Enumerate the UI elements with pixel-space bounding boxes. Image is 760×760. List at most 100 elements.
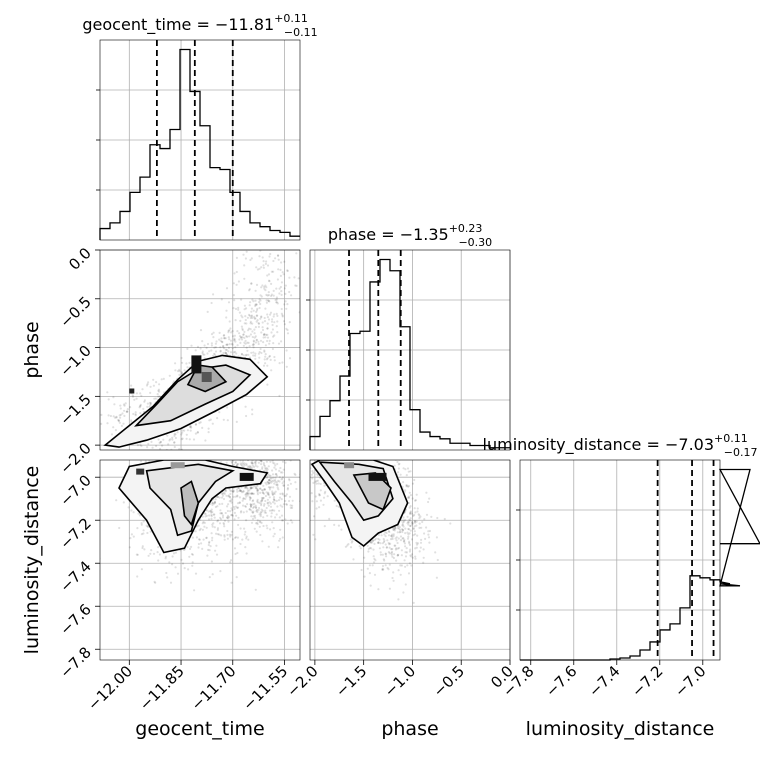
scatter-point bbox=[180, 371, 183, 374]
scatter-point bbox=[345, 453, 347, 455]
scatter-point bbox=[264, 466, 267, 470]
scatter-point bbox=[131, 395, 135, 398]
scatter-point bbox=[192, 438, 196, 441]
scatter-point bbox=[286, 522, 289, 525]
scatter-point bbox=[139, 404, 142, 407]
scatter-point bbox=[262, 364, 266, 367]
scatter-point bbox=[295, 487, 298, 491]
scatter-point bbox=[425, 526, 428, 529]
scatter-point bbox=[160, 453, 162, 455]
scatter-point bbox=[275, 287, 278, 290]
scatter-point bbox=[210, 301, 213, 305]
scatter-point bbox=[247, 492, 250, 495]
scatter-point bbox=[384, 552, 387, 555]
scatter-point bbox=[242, 253, 245, 256]
scatter-point bbox=[253, 315, 256, 318]
scatter-point bbox=[373, 557, 376, 561]
scatter-point bbox=[216, 533, 220, 536]
scatter-point bbox=[235, 514, 238, 517]
scatter-point bbox=[230, 331, 233, 334]
scatter-point bbox=[409, 494, 413, 497]
scatter-point bbox=[268, 481, 271, 485]
scatter-point bbox=[322, 450, 324, 452]
scatter-point bbox=[220, 496, 224, 499]
scatter-point bbox=[383, 559, 386, 562]
scatter-point bbox=[158, 441, 161, 444]
scatter-point bbox=[409, 511, 412, 515]
scatter-point bbox=[204, 512, 207, 516]
scatter-point bbox=[235, 420, 238, 423]
scatter-point bbox=[371, 564, 374, 567]
scatter-point bbox=[305, 468, 307, 470]
scatter-point bbox=[281, 482, 284, 485]
scatter-point bbox=[318, 492, 321, 496]
scatter-point bbox=[255, 510, 258, 513]
scatter-point bbox=[221, 341, 224, 344]
scatter-point bbox=[408, 540, 411, 543]
scatter-point bbox=[436, 558, 439, 562]
scatter-point bbox=[245, 492, 248, 495]
scatter-point bbox=[250, 282, 253, 285]
scatter-point bbox=[222, 351, 225, 355]
scatter-point bbox=[392, 579, 395, 582]
scatter-point bbox=[260, 500, 264, 503]
scatter-point bbox=[229, 351, 233, 354]
scatter-point bbox=[254, 516, 257, 519]
scatter-point bbox=[368, 572, 371, 575]
scatter-point bbox=[352, 454, 354, 456]
scatter-point bbox=[407, 501, 410, 505]
scatter-point bbox=[216, 520, 219, 523]
scatter-point bbox=[95, 417, 97, 419]
scatter-point bbox=[406, 564, 409, 567]
scatter-point bbox=[173, 441, 176, 444]
scatter-point bbox=[259, 250, 262, 252]
scatter-point bbox=[407, 527, 410, 531]
scatter-point bbox=[136, 444, 140, 447]
scatter-point bbox=[201, 426, 204, 429]
scatter-point bbox=[159, 447, 162, 450]
scatter-point bbox=[190, 344, 193, 347]
scatter-point bbox=[243, 464, 246, 467]
scatter-point bbox=[281, 519, 285, 522]
scatter-point bbox=[231, 343, 234, 346]
scatter-point bbox=[142, 529, 145, 532]
scatter-point bbox=[106, 422, 109, 425]
scatter-point bbox=[262, 341, 265, 344]
scatter-point bbox=[284, 300, 287, 303]
scatter-point bbox=[281, 476, 284, 479]
scatter-point bbox=[238, 489, 241, 493]
scatter-point bbox=[224, 352, 227, 355]
scatter-point bbox=[383, 533, 386, 536]
scatter-point bbox=[210, 344, 213, 347]
scatter-point bbox=[265, 467, 268, 470]
scatter-point bbox=[224, 337, 227, 340]
scatter-point bbox=[245, 335, 248, 338]
scatter-point bbox=[367, 446, 369, 448]
scatter-point bbox=[252, 309, 255, 312]
scatter-point bbox=[377, 541, 380, 545]
scatter-point bbox=[245, 464, 248, 467]
scatter-point bbox=[244, 530, 247, 534]
scatter-point bbox=[449, 522, 452, 525]
scatter-point bbox=[288, 321, 291, 324]
scatter-point bbox=[261, 284, 264, 287]
scatter-point bbox=[196, 431, 199, 434]
scatter-point bbox=[166, 576, 169, 579]
scatter-point bbox=[256, 268, 259, 271]
scatter-point bbox=[278, 394, 281, 397]
scatter-point bbox=[244, 339, 247, 342]
scatter-point bbox=[225, 287, 229, 290]
scatter-point bbox=[266, 316, 269, 319]
scatter-point bbox=[195, 525, 199, 528]
scatter-point bbox=[207, 510, 210, 513]
scatter-point bbox=[262, 504, 266, 507]
scatter-point bbox=[252, 343, 255, 346]
scatter-point bbox=[146, 525, 149, 528]
scatter-point bbox=[271, 473, 275, 476]
scatter-point bbox=[174, 433, 177, 436]
scatter-point bbox=[245, 493, 248, 496]
scatter-point bbox=[244, 452, 246, 454]
scatter-point bbox=[264, 284, 267, 287]
scatter-point bbox=[190, 553, 194, 556]
scatter-point bbox=[244, 315, 247, 318]
